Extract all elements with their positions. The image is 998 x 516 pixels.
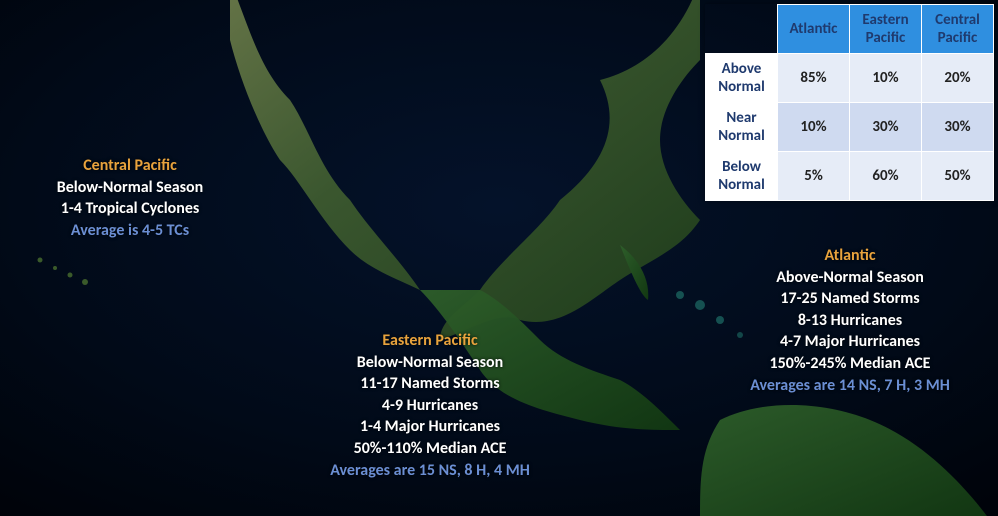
table-header-eastern: EasternPacific xyxy=(850,5,922,54)
eastern-pacific-line-2: 11-17 Named Storms xyxy=(300,373,560,395)
eastern-pacific-line-4: 1-4 Major Hurricanes xyxy=(300,416,560,438)
atlantic-block: Atlantic Above-Normal Season 17-25 Named… xyxy=(720,245,980,396)
atlantic-line-1: Above-Normal Season xyxy=(720,267,980,289)
table-corner-blank xyxy=(706,5,778,54)
central-pacific-title: Central Pacific xyxy=(20,155,240,177)
table-row-near: NearNormal 10% 30% 30% xyxy=(706,103,994,152)
atlantic-avg: Averages are 14 NS, 7 H, 3 MH xyxy=(720,375,980,397)
cell-below-central: 50% xyxy=(922,152,994,201)
probability-table: Atlantic EasternPacific CentralPacific A… xyxy=(705,4,994,201)
eastern-pacific-line-1: Below-Normal Season xyxy=(300,352,560,374)
row-label-above: AboveNormal xyxy=(706,54,778,103)
atlantic-line-3: 8-13 Hurricanes xyxy=(720,310,980,332)
central-pacific-avg: Average is 4-5 TCs xyxy=(20,220,240,242)
cell-above-atlantic: 85% xyxy=(778,54,850,103)
table-row-below: BelowNormal 5% 60% 50% xyxy=(706,152,994,201)
cell-below-eastern: 60% xyxy=(850,152,922,201)
row-label-below: BelowNormal xyxy=(706,152,778,201)
cell-above-central: 20% xyxy=(922,54,994,103)
cell-above-eastern: 10% xyxy=(850,54,922,103)
atlantic-line-5: 150%-245% Median ACE xyxy=(720,353,980,375)
central-pacific-line-2: 1-4 Tropical Cyclones xyxy=(20,198,240,220)
eastern-pacific-line-3: 4-9 Hurricanes xyxy=(300,395,560,417)
eastern-pacific-title: Eastern Pacific xyxy=(300,330,560,352)
atlantic-line-4: 4-7 Major Hurricanes xyxy=(720,331,980,353)
cell-near-central: 30% xyxy=(922,103,994,152)
table-header-atlantic: Atlantic xyxy=(778,5,850,54)
eastern-pacific-line-5: 50%-110% Median ACE xyxy=(300,438,560,460)
table-header-central: CentralPacific xyxy=(922,5,994,54)
eastern-pacific-block: Eastern Pacific Below-Normal Season 11-1… xyxy=(300,330,560,481)
row-label-near: NearNormal xyxy=(706,103,778,152)
atlantic-line-2: 17-25 Named Storms xyxy=(720,288,980,310)
eastern-pacific-avg: Averages are 15 NS, 8 H, 4 MH xyxy=(300,460,560,482)
table-row-above: AboveNormal 85% 10% 20% xyxy=(706,54,994,103)
cell-near-atlantic: 10% xyxy=(778,103,850,152)
cell-below-atlantic: 5% xyxy=(778,152,850,201)
central-pacific-line-1: Below-Normal Season xyxy=(20,177,240,199)
atlantic-title: Atlantic xyxy=(720,245,980,267)
central-pacific-block: Central Pacific Below-Normal Season 1-4 … xyxy=(20,155,240,241)
table-header-row: Atlantic EasternPacific CentralPacific xyxy=(706,5,994,54)
cell-near-eastern: 30% xyxy=(850,103,922,152)
